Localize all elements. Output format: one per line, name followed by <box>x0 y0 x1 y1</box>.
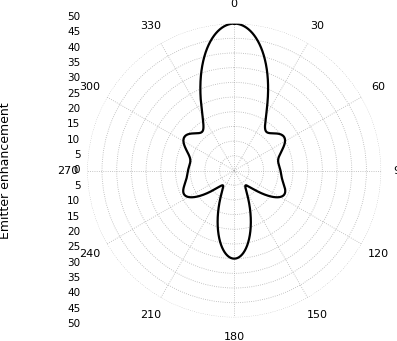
Text: 20: 20 <box>67 104 80 114</box>
Text: 20: 20 <box>67 227 80 237</box>
Text: 15: 15 <box>67 211 80 222</box>
Text: 10: 10 <box>67 196 80 206</box>
Text: Emitter enhancement: Emitter enhancement <box>0 102 12 239</box>
Text: 15: 15 <box>67 119 80 130</box>
Text: 30: 30 <box>67 257 80 268</box>
Text: 25: 25 <box>67 242 80 252</box>
Text: 5: 5 <box>74 150 80 160</box>
Text: 50: 50 <box>67 319 80 329</box>
Text: 5: 5 <box>74 181 80 191</box>
Text: 40: 40 <box>67 288 80 298</box>
Text: 35: 35 <box>67 273 80 283</box>
Text: 0: 0 <box>74 165 80 176</box>
Text: 45: 45 <box>67 303 80 314</box>
Text: 10: 10 <box>67 135 80 145</box>
Text: 30: 30 <box>67 73 80 84</box>
Text: 50: 50 <box>67 12 80 22</box>
Text: 35: 35 <box>67 58 80 68</box>
Text: 25: 25 <box>67 89 80 99</box>
Text: 40: 40 <box>67 43 80 53</box>
Text: 45: 45 <box>67 27 80 38</box>
